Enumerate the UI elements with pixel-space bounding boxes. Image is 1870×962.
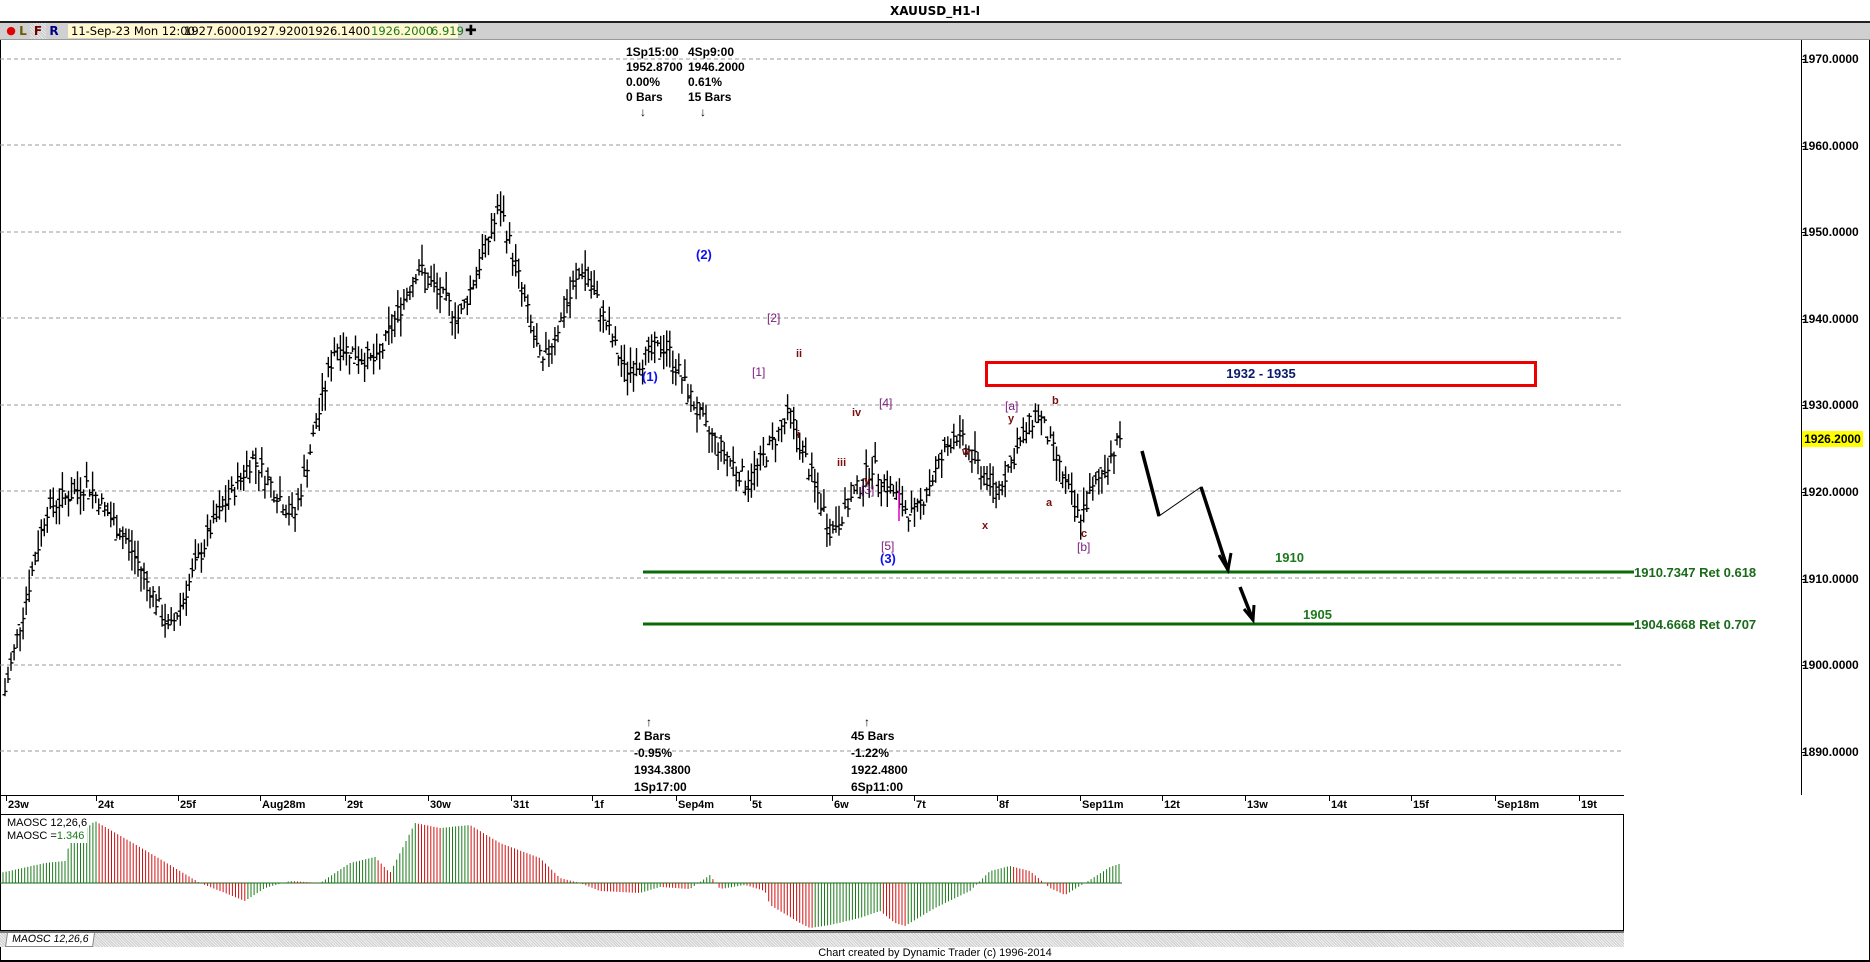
wave-label-m5: [5] bbox=[881, 539, 895, 553]
price-axis-label: 1930.0000 bbox=[1801, 398, 1859, 413]
title-bar: XAUUSD_H1-I bbox=[0, 0, 1870, 23]
price-axis-label: 1910.0000 bbox=[1801, 571, 1859, 586]
price-axis-label: 1890.0000 bbox=[1801, 744, 1859, 759]
wave-label-2: (2) bbox=[696, 247, 712, 262]
time-axis-label: Sep11m bbox=[1080, 796, 1124, 811]
time-axis-label: 1f bbox=[592, 796, 604, 811]
wave-label-m3: [3] bbox=[861, 483, 875, 497]
level-label-1905: 1905 bbox=[1303, 607, 1332, 622]
price-chart-area[interactable] bbox=[0, 40, 1870, 795]
wave-label-y: y bbox=[1008, 413, 1015, 425]
up-arrow-icon: ↑ bbox=[646, 715, 652, 729]
gridlines bbox=[0, 58, 1623, 752]
wave-label-m1: [1] bbox=[752, 365, 766, 379]
chart-toolbar: ● L F R 11-Sep-23 Mon 12:00 1927.6000 19… bbox=[0, 23, 1870, 40]
wave-label-x: x bbox=[982, 520, 989, 532]
wave-label-b: b bbox=[1052, 395, 1059, 407]
tab-maosc[interactable]: MAOSC 12,26,6 bbox=[5, 933, 96, 947]
footer-credits: Chart created by Dynamic Trader (c) 1996… bbox=[0, 946, 1870, 962]
time-axis-label: 7t bbox=[914, 796, 926, 811]
time-axis-label: 19t bbox=[1579, 796, 1597, 811]
wave-label-iii: iii bbox=[837, 457, 847, 469]
info-open: 1927.6000 bbox=[184, 24, 247, 38]
wave-label-m2: [2] bbox=[767, 311, 781, 325]
time-axis-label: Sep18m bbox=[1494, 796, 1540, 811]
wave-label-w: w bbox=[962, 446, 971, 458]
price-axis-label: 1900.0000 bbox=[1801, 658, 1859, 673]
price-plot-svg bbox=[0, 58, 1634, 752]
zone-label: 1932 - 1935 bbox=[1226, 366, 1296, 381]
info-low: 1926.1400 bbox=[308, 24, 371, 38]
wave-label-iv: iv bbox=[852, 407, 862, 419]
retracement-label-0618: 1910.7347 Ret 0.618 bbox=[1634, 565, 1757, 580]
add-icon[interactable]: ✚ bbox=[465, 23, 477, 39]
wave-label-c: c bbox=[1081, 528, 1088, 540]
time-axis-label: 31t bbox=[511, 796, 529, 811]
last-price-marker: 1926.2000 bbox=[1802, 431, 1863, 447]
wave-label-3: (3) bbox=[880, 551, 896, 566]
price-axis-label: 1960.0000 bbox=[1801, 138, 1859, 153]
level-label-1910: 1910 bbox=[1275, 550, 1304, 565]
record-dot-icon[interactable]: ● bbox=[6, 24, 16, 37]
toolbar-button-r[interactable]: R bbox=[49, 24, 59, 38]
wave-label-i: i bbox=[797, 429, 801, 441]
time-axis-label: 15f bbox=[1411, 796, 1429, 811]
wave-label-mb: [b] bbox=[1077, 540, 1091, 554]
time-axis-label: 12t bbox=[1162, 796, 1180, 811]
time-axis-label: 25f bbox=[178, 796, 196, 811]
target-zone-box: 1932 - 1935 bbox=[985, 361, 1537, 387]
annotation-top-1: 1Sp15:00 1952.8700 0.00% 0 Bars ↓ bbox=[626, 45, 683, 119]
oscillator-panel[interactable]: MAOSC 12,26,6 MAOSC =1.346 bbox=[0, 815, 1624, 931]
oscillator-value: 1.346 bbox=[56, 830, 85, 842]
oscillator-legend: MAOSC 12,26,6 MAOSC =1.346 bbox=[7, 817, 88, 843]
toolbar-button-f[interactable]: F bbox=[30, 23, 46, 39]
up-arrow-icon: ↑ bbox=[864, 715, 870, 729]
info-range: 6.919 bbox=[431, 24, 464, 38]
wave-label-a: a bbox=[1046, 497, 1053, 509]
wave-label-m4: [4] bbox=[879, 396, 893, 410]
time-axis[interactable]: 23w 24t 25f Aug28m 29t 30w 31t 1f Sep4m 5t 6w 7t 8f S… bbox=[0, 795, 1624, 815]
time-axis-label: 24t bbox=[96, 796, 114, 811]
time-axis-label: 23w bbox=[6, 796, 29, 811]
time-axis-label: Sep4m bbox=[675, 796, 715, 811]
time-axis-label: 13w bbox=[1245, 796, 1268, 811]
info-datetime: 11-Sep-23 Mon 12:00 bbox=[71, 24, 195, 38]
annotation-top-2: 4Sp9:00 1946.2000 0.61% 15 Bars ↓ bbox=[688, 45, 745, 119]
price-bars bbox=[2, 191, 1123, 697]
time-axis-label: 8f bbox=[997, 796, 1009, 811]
price-axis-label: 1970.0000 bbox=[1801, 52, 1859, 66]
wave-label-ma: [a] bbox=[1005, 399, 1019, 413]
time-axis-label: 14t bbox=[1329, 796, 1347, 811]
retracement-label-0707: 1904.6668 Ret 0.707 bbox=[1634, 617, 1757, 632]
time-axis-label: 5t bbox=[750, 796, 762, 811]
price-axis-label: 1920.0000 bbox=[1801, 485, 1859, 499]
time-axis-label: 29t bbox=[345, 796, 363, 811]
time-axis-label: 30w bbox=[428, 796, 451, 811]
down-arrow-icon: ↓ bbox=[640, 105, 646, 119]
annotation-bottom-1: ↑ 2 Bars -0.95% 1934.3800 1Sp17:00 bbox=[634, 715, 691, 794]
wave-label-ii: ii bbox=[796, 348, 803, 360]
indicator-tab-strip: MAOSC 12,26,6 bbox=[0, 931, 1624, 947]
time-axis-label: 6w bbox=[832, 796, 849, 811]
info-high: 1927.9200 bbox=[246, 24, 309, 38]
price-axis-label: 1950.0000 bbox=[1801, 225, 1859, 240]
oscillator-histogram bbox=[0, 821, 1122, 928]
wave-label-v: v bbox=[864, 475, 871, 487]
info-close: 1926.2000 bbox=[371, 24, 434, 38]
time-axis-label: Aug28m bbox=[259, 796, 306, 811]
annotation-bottom-2: ↑ 45 Bars -1.22% 1922.4800 6Sp11:00 bbox=[851, 715, 908, 794]
window-title: XAUUSD_H1-I bbox=[889, 4, 981, 18]
down-arrow-icon: ↓ bbox=[700, 105, 706, 119]
price-axis-label: 1940.0000 bbox=[1801, 311, 1859, 326]
toolbar-button-l[interactable]: L bbox=[19, 24, 27, 38]
ohlc-info-bar: 11-Sep-23 Mon 12:00 1927.6000 1927.9200 … bbox=[68, 24, 464, 38]
price-axis-line bbox=[1801, 40, 1802, 795]
wave-label-1: (1) bbox=[642, 369, 658, 384]
